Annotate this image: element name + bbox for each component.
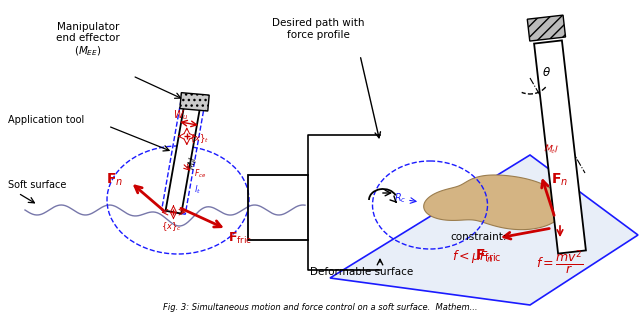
- Text: $\mathbf{F}_n$: $\mathbf{F}_n$: [551, 172, 568, 188]
- Text: Manipulator: Manipulator: [57, 22, 119, 32]
- Polygon shape: [166, 102, 200, 213]
- Polygon shape: [527, 15, 566, 41]
- Text: $M_t l$: $M_t l$: [543, 143, 559, 157]
- Text: $\theta$: $\theta$: [541, 66, 550, 78]
- Polygon shape: [330, 155, 638, 305]
- Polygon shape: [534, 40, 586, 253]
- Text: force profile: force profile: [287, 30, 349, 40]
- Polygon shape: [424, 175, 564, 230]
- Text: $\{x\}_c$: $\{x\}_c$: [161, 220, 182, 233]
- Text: $R_c$: $R_c$: [394, 191, 406, 205]
- Text: $f < \mu F_n$: $f < \mu F_n$: [452, 248, 494, 265]
- Text: $l_t$: $l_t$: [193, 184, 201, 196]
- Text: Fig. 3: Simultaneous motion and force control on a soft surface.  Mathem...: Fig. 3: Simultaneous motion and force co…: [163, 303, 477, 312]
- Text: $\mathbf{F}_\mathrm{fric}$: $\mathbf{F}_\mathrm{fric}$: [475, 248, 501, 264]
- Text: Application tool: Application tool: [8, 115, 84, 125]
- Text: $\mathbf{F}_\mathrm{fric}$: $\mathbf{F}_\mathrm{fric}$: [228, 231, 253, 246]
- Text: $F_{ce}$: $F_{ce}$: [195, 168, 207, 180]
- Text: Soft surface: Soft surface: [8, 180, 67, 190]
- Text: $(M_{EE})$: $(M_{EE})$: [74, 44, 102, 58]
- Text: $W_u$: $W_u$: [173, 108, 189, 123]
- Text: constraint:: constraint:: [450, 232, 506, 242]
- Text: end effector: end effector: [56, 33, 120, 43]
- Text: $\{x\}_t$: $\{x\}_t$: [189, 132, 209, 145]
- Text: $M_t l$: $M_t l$: [186, 155, 201, 171]
- Text: Desired path with: Desired path with: [272, 18, 364, 28]
- Polygon shape: [180, 93, 209, 111]
- Text: $f = \dfrac{mv^2}{r}$: $f = \dfrac{mv^2}{r}$: [536, 248, 584, 276]
- Text: $\mathbf{F}_n$: $\mathbf{F}_n$: [106, 172, 123, 188]
- Text: Deformable surface: Deformable surface: [310, 267, 413, 277]
